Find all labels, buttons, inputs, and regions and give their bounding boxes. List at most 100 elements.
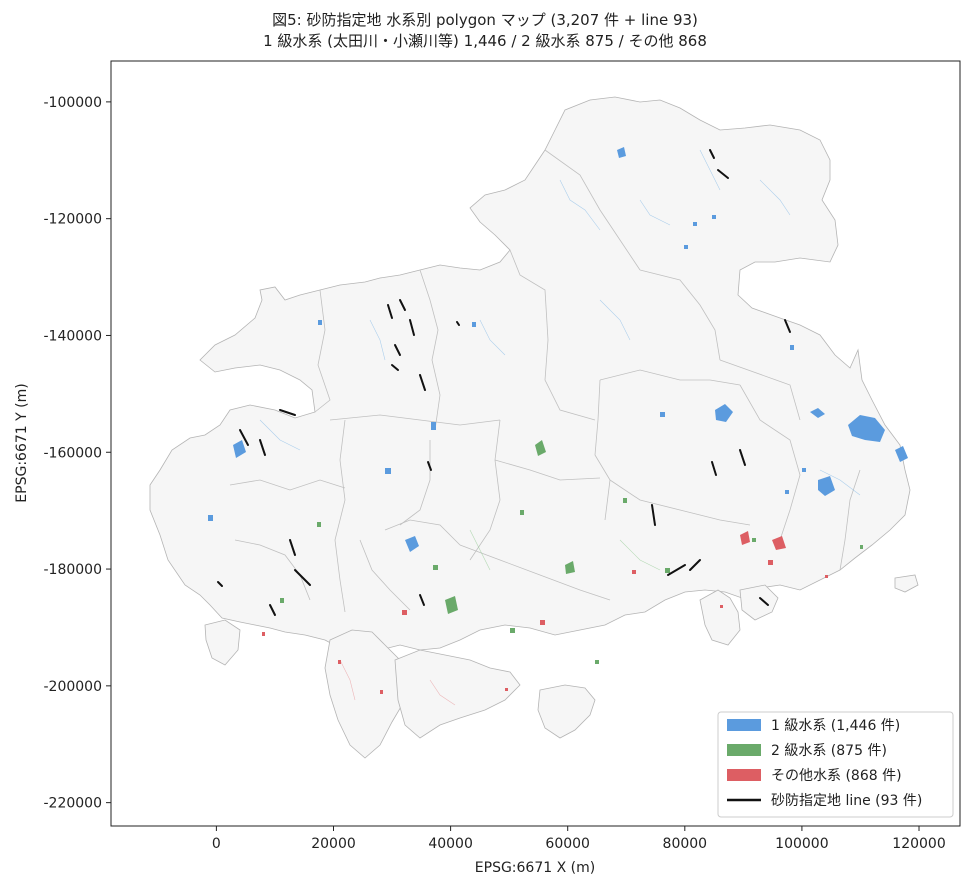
river-line bbox=[819, 469, 861, 496]
river-line bbox=[369, 319, 386, 361]
sabo-line bbox=[739, 449, 746, 466]
sabo-line bbox=[239, 429, 249, 446]
river-line bbox=[469, 529, 491, 571]
sabo-line bbox=[651, 504, 656, 526]
boundary-line bbox=[419, 269, 441, 431]
class1-polygon bbox=[785, 490, 789, 494]
boundary-line bbox=[229, 479, 346, 491]
other-polygon bbox=[380, 690, 383, 694]
legend-label: 2 級水系 (875 件) bbox=[771, 743, 887, 759]
sabo-line bbox=[269, 604, 276, 616]
x-tick-label: 80000 bbox=[663, 836, 708, 852]
sabo-line bbox=[409, 319, 415, 336]
class1-polygon bbox=[790, 345, 794, 350]
boundary-line bbox=[544, 149, 641, 271]
sabo-line bbox=[427, 461, 432, 471]
chart-title: 図5: 砂防指定地 水系別 polygon マップ (3,207 件 + lin… bbox=[272, 11, 698, 29]
y-tick-label: -100000 bbox=[44, 95, 103, 111]
boundary-line bbox=[314, 289, 331, 413]
other-polygon bbox=[402, 610, 407, 615]
class1-polygons bbox=[208, 147, 908, 552]
y-tick-label: -200000 bbox=[44, 679, 103, 695]
class2-polygon bbox=[623, 498, 627, 503]
x-axis-ticks: 0 20000 40000 60000 80000 100000 120000 bbox=[212, 826, 946, 852]
class1-polygon bbox=[318, 320, 322, 325]
other-polygon bbox=[505, 688, 508, 691]
sabo-line bbox=[394, 344, 401, 356]
sabo-line bbox=[711, 461, 717, 476]
y-tick-label: -140000 bbox=[44, 328, 103, 344]
other-polygon bbox=[825, 575, 828, 578]
class1-polygon bbox=[693, 222, 697, 226]
class2-polygon bbox=[317, 522, 321, 527]
boundary-line bbox=[609, 479, 751, 526]
sabo-line bbox=[709, 149, 715, 159]
class2-polygon bbox=[520, 510, 524, 515]
x-tick-label: 120000 bbox=[892, 836, 945, 852]
island-4 bbox=[699, 589, 741, 646]
boundary-line bbox=[399, 440, 431, 526]
class1-polygon bbox=[431, 422, 436, 430]
river-line bbox=[599, 299, 631, 341]
class2-polygon bbox=[280, 598, 284, 603]
boundary-line bbox=[469, 419, 501, 561]
boundary-line bbox=[234, 539, 311, 601]
sabo-line bbox=[399, 299, 406, 311]
sabo-line bbox=[667, 564, 686, 576]
class2-polygon bbox=[752, 538, 756, 542]
boundary-line bbox=[739, 384, 801, 541]
x-tick-label: 0 bbox=[212, 836, 221, 852]
sabo-line bbox=[289, 539, 296, 556]
boundary-line bbox=[594, 379, 611, 521]
river-line bbox=[479, 319, 506, 356]
class1-polygon bbox=[895, 446, 908, 462]
river-line bbox=[639, 199, 671, 226]
y-axis-ticks: -100000 -120000 -140000 -160000 -180000 -2000… bbox=[44, 95, 111, 812]
sabo-line bbox=[294, 569, 311, 586]
x-tick-label: 60000 bbox=[545, 836, 590, 852]
island-3 bbox=[537, 684, 596, 739]
legend-swatch bbox=[727, 744, 761, 756]
class1-polygon bbox=[405, 536, 419, 552]
legend-label: 1 級水系 (1,446 件) bbox=[771, 718, 900, 734]
boundary-line bbox=[334, 419, 346, 613]
class2-polygon bbox=[445, 596, 458, 614]
boundary-line bbox=[494, 459, 601, 481]
sabo-line bbox=[717, 169, 729, 179]
boundary-line bbox=[329, 414, 501, 426]
y-tick-label: -220000 bbox=[44, 796, 103, 812]
river-line bbox=[699, 149, 721, 191]
island-2 bbox=[394, 649, 521, 739]
class2-polygon bbox=[860, 545, 863, 549]
y-tick-label: -180000 bbox=[44, 562, 103, 578]
land-layer bbox=[149, 96, 919, 759]
island-7 bbox=[204, 619, 241, 666]
legend-label: その他水系 (868 件) bbox=[771, 768, 902, 784]
other-polygon bbox=[740, 531, 750, 545]
sabo-line bbox=[419, 374, 426, 391]
river-line bbox=[619, 539, 661, 571]
y-tick-label: -120000 bbox=[44, 212, 103, 228]
boundary-line bbox=[509, 249, 596, 421]
class1-polygon bbox=[802, 468, 806, 472]
boundary-line bbox=[639, 269, 721, 361]
island-5 bbox=[739, 584, 779, 621]
legend-label: 砂防指定地 line (93 件) bbox=[771, 793, 922, 809]
other-polygon bbox=[632, 570, 636, 574]
class1-polygon bbox=[818, 476, 835, 496]
river-line bbox=[559, 179, 601, 231]
river-line bbox=[759, 179, 791, 216]
class2-polygon bbox=[535, 440, 546, 456]
boundary-line bbox=[359, 539, 411, 611]
class1-polygon bbox=[233, 440, 246, 458]
sabo-line bbox=[784, 319, 791, 333]
boundary-line bbox=[839, 469, 861, 571]
other-polygon bbox=[540, 620, 545, 625]
other-polygon bbox=[768, 560, 773, 565]
x-tick-label: 40000 bbox=[428, 836, 473, 852]
legend-box bbox=[717, 711, 954, 818]
river-line bbox=[429, 679, 456, 706]
sabo-line bbox=[217, 581, 223, 587]
class2-polygon bbox=[665, 568, 670, 573]
